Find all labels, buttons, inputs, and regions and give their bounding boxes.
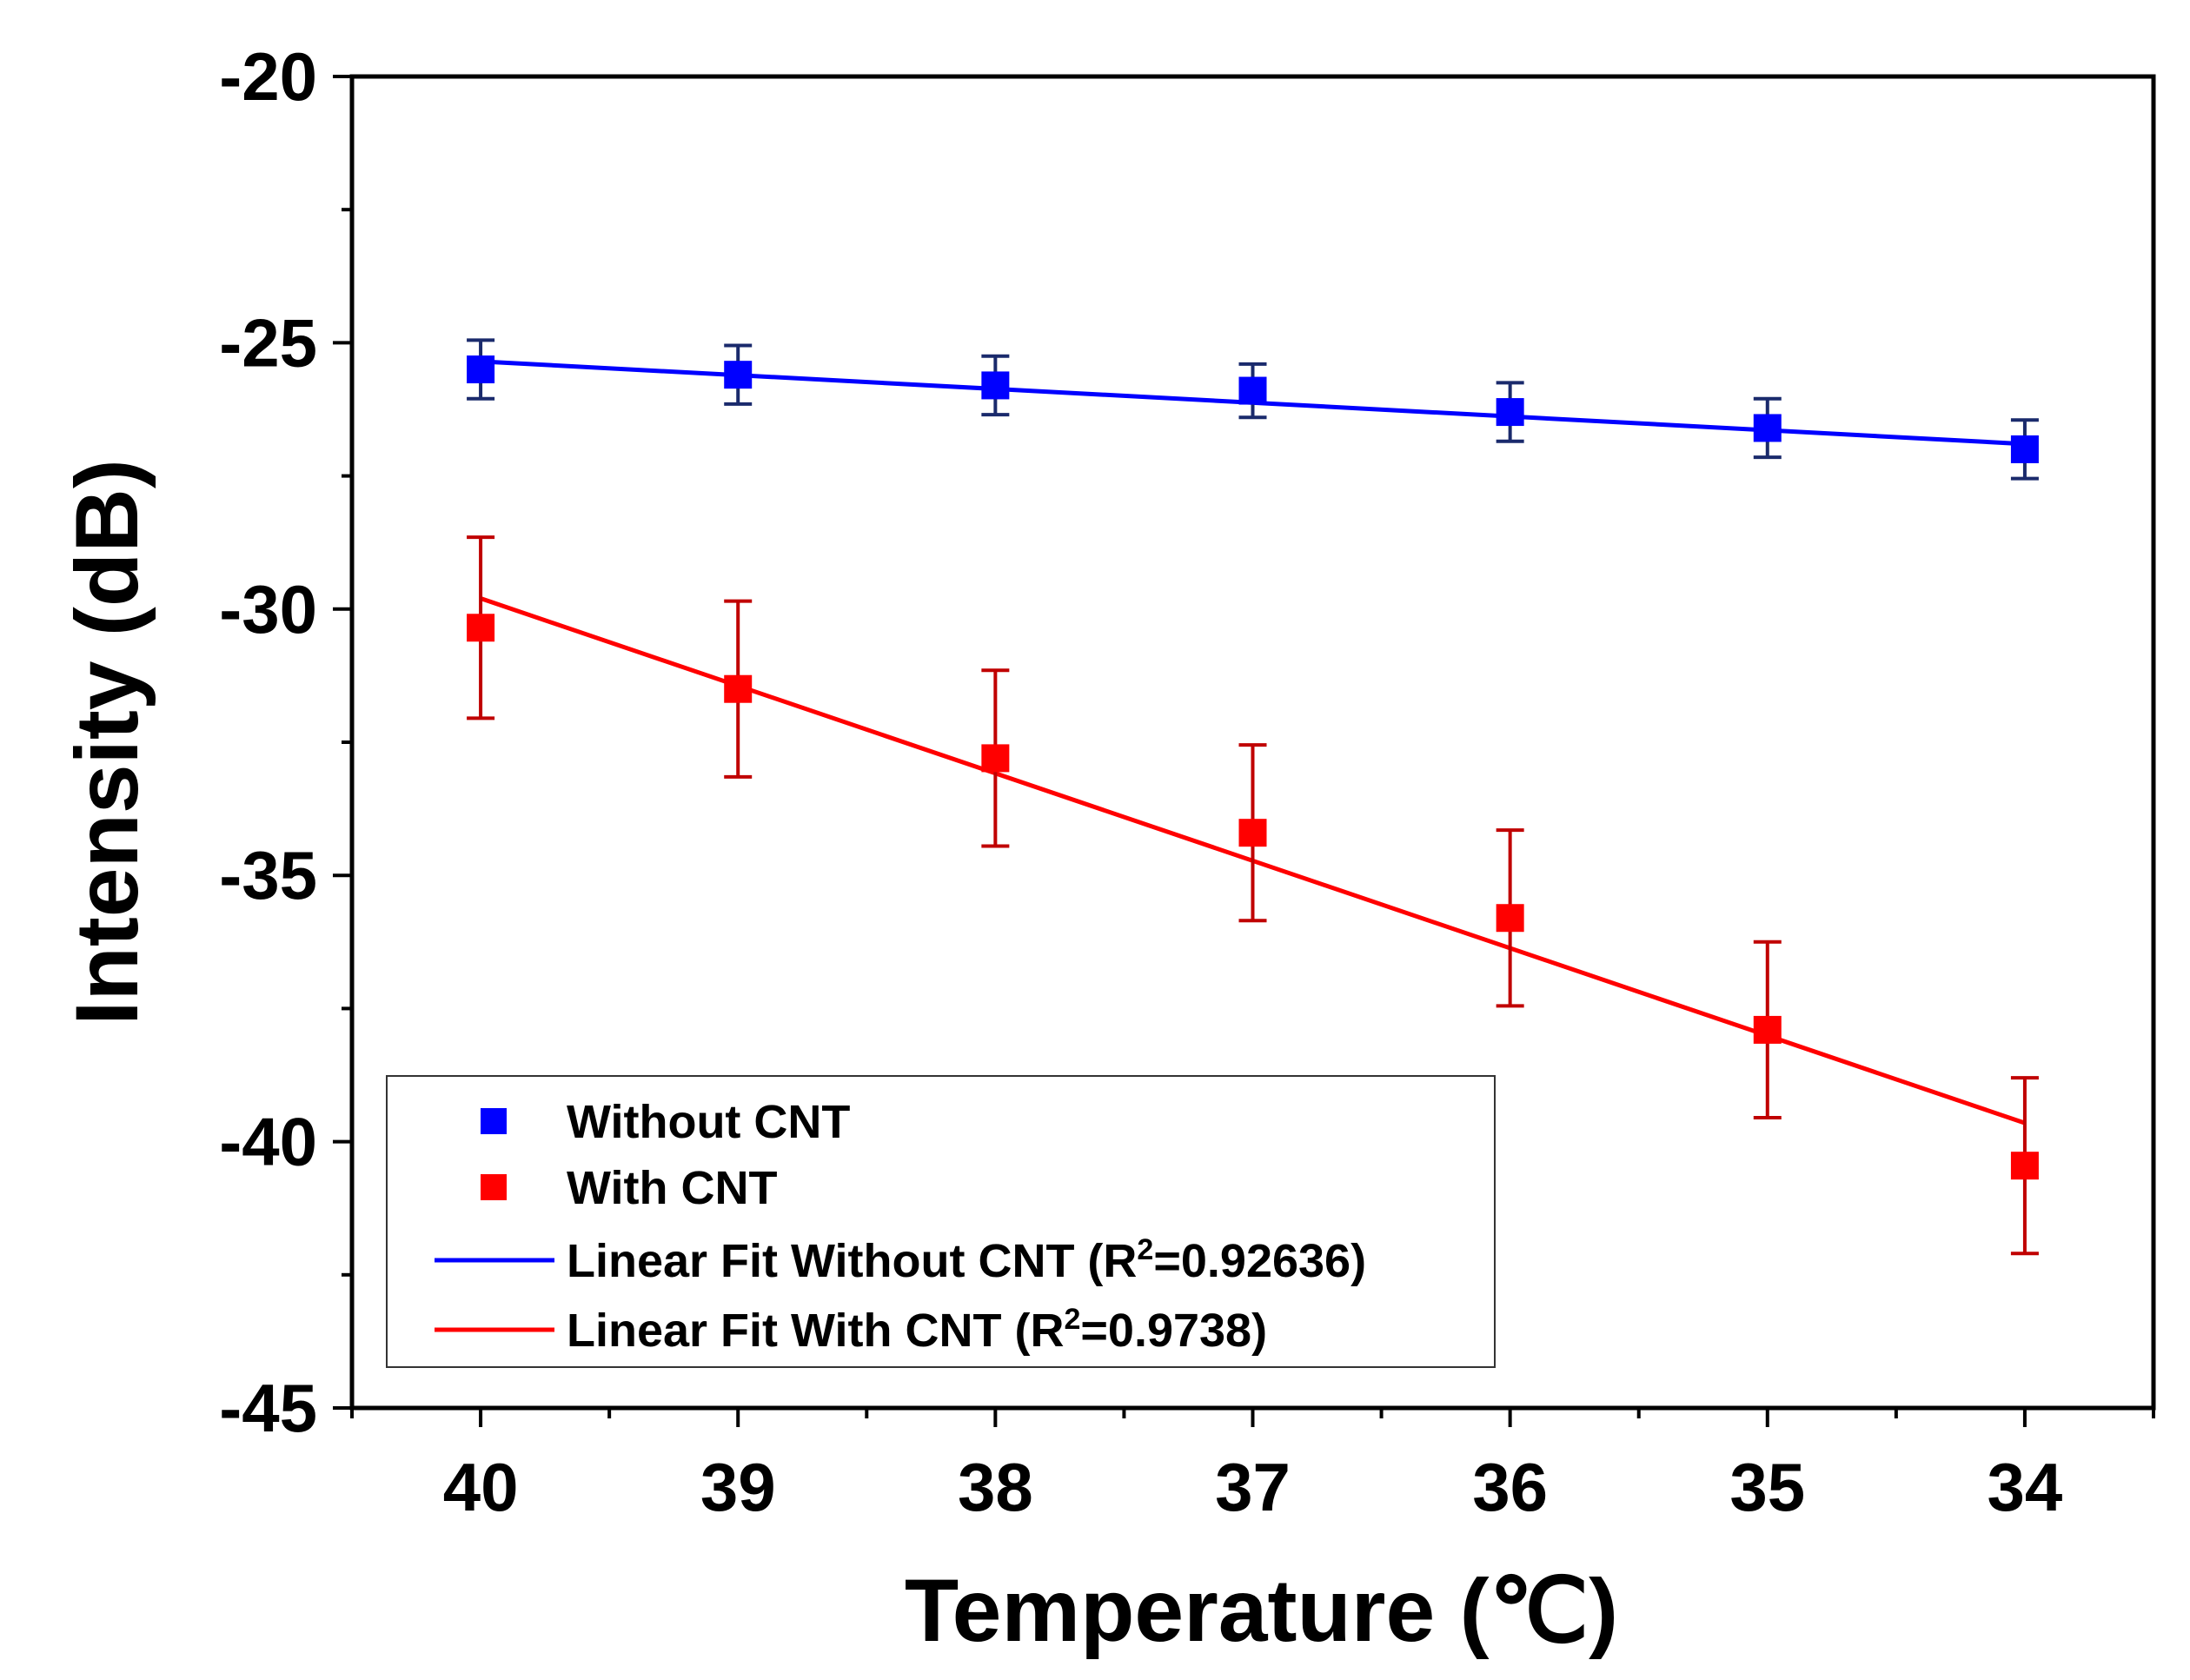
data-point-0-4: [1496, 398, 1524, 427]
data-point-1-6: [2010, 1152, 2039, 1180]
legend-fit-without-cnt-name: Linear Fit Without CNT (R: [567, 1235, 1137, 1287]
x-tick-label-1: 39: [700, 1449, 776, 1525]
legend-marker-with-cnt: [481, 1174, 507, 1200]
data-point-0-6: [2010, 435, 2039, 463]
legend-marker-without-cnt: [481, 1108, 507, 1134]
tick-labels: 40 39 38 37 36 35 34 -20 -25 -30 -35 -40 -45: [219, 38, 2062, 1525]
data-point-1-3: [1238, 819, 1267, 847]
x-tick-label-6: 34: [1988, 1449, 2063, 1525]
x-tick-label-5: 35: [1729, 1449, 1805, 1525]
data-point-1-2: [981, 744, 1010, 773]
legend-label-with-cnt: With CNT: [567, 1162, 777, 1214]
y-tick-label-2: -30: [219, 571, 317, 647]
data-point-0-1: [724, 361, 753, 389]
data-point-0-0: [467, 355, 495, 384]
axis-ticks: [333, 75, 2155, 1427]
legend-fit-with-cnt-suffix: =0.9738): [1080, 1305, 1267, 1357]
data-point-1-1: [724, 674, 753, 703]
x-tick-label-2: 38: [958, 1449, 1033, 1525]
y-tick-label-4: -40: [219, 1104, 317, 1180]
legend-fit-with-cnt-name: Linear Fit With CNT (R: [567, 1305, 1064, 1357]
x-tick-label-0: 40: [443, 1449, 519, 1525]
legend: Without CNT With CNT Linear Fit Without …: [386, 1075, 1496, 1368]
legend-fit-without-cnt-superscript: 2: [1137, 1233, 1153, 1266]
legend-label-fit-with-cnt: Linear Fit With CNT (R2=0.9738): [567, 1303, 1267, 1357]
legend-fit-without-cnt-suffix: =0.92636): [1153, 1235, 1366, 1287]
y-tick-label-5: -45: [219, 1370, 317, 1446]
data-point-0-5: [1753, 414, 1782, 442]
legend-label-fit-without-cnt: Linear Fit Without CNT (R2=0.92636): [567, 1233, 1366, 1287]
data-points: [467, 355, 2039, 1180]
y-axis-title: Intensity (dB): [57, 459, 156, 1026]
x-tick-label-4: 36: [1472, 1449, 1548, 1525]
data-point-1-5: [1753, 1015, 1782, 1044]
legend-box: [386, 1075, 1496, 1368]
y-tick-label-3: -35: [219, 837, 317, 913]
legend-fit-with-cnt-superscript: 2: [1064, 1303, 1080, 1336]
legend-label-without-cnt: Without CNT: [567, 1096, 850, 1148]
data-point-0-2: [981, 371, 1010, 400]
data-point-0-3: [1238, 376, 1267, 405]
data-point-1-4: [1496, 904, 1524, 933]
y-tick-label-0: -20: [219, 38, 317, 115]
y-tick-label-1: -25: [219, 304, 317, 381]
x-tick-label-3: 37: [1215, 1449, 1291, 1525]
data-point-1-0: [467, 614, 495, 642]
x-axis-title: Temperature (℃): [905, 1561, 1618, 1660]
